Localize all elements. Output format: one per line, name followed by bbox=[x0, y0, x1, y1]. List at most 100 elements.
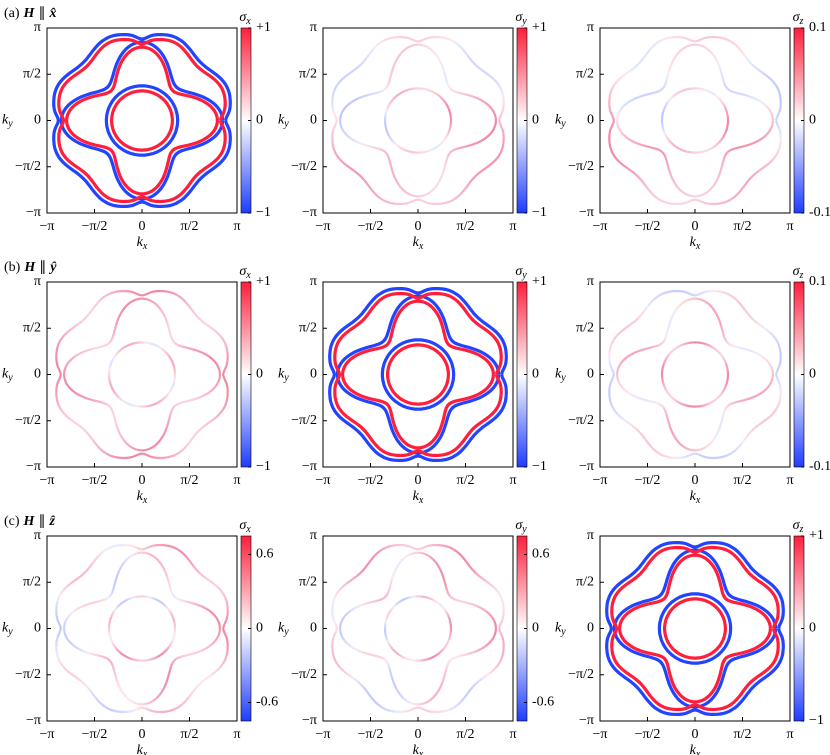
fermi-contour-segment bbox=[676, 50, 681, 56]
fermi-contour-segment bbox=[164, 649, 168, 652]
fermi-contour-segment bbox=[665, 158, 669, 163]
fermi-contour-segment bbox=[404, 709, 410, 713]
fermi-contour-segment bbox=[657, 148, 662, 152]
fermi-contour-segment bbox=[636, 314, 642, 320]
fermi-contour bbox=[52, 33, 232, 208]
fermi-contour-segment bbox=[392, 649, 396, 652]
y-axis-label-symbol: k bbox=[2, 367, 9, 382]
fermi-contour-segment bbox=[647, 300, 653, 306]
fermi-contour-segment bbox=[725, 86, 729, 90]
fermi-contour-segment bbox=[190, 436, 195, 441]
fermi-contour-segment bbox=[429, 89, 432, 93]
fermi-contour-segment bbox=[111, 357, 115, 361]
fermi-contour-segment bbox=[626, 69, 632, 74]
fermi-contour-segment bbox=[89, 690, 94, 695]
fermi-contour-segment bbox=[390, 138, 394, 142]
fermi-contour-segment bbox=[608, 382, 612, 388]
fermi-contour-segment bbox=[224, 597, 228, 603]
fermi-contour-segment bbox=[119, 397, 122, 401]
x-tick-label: π/2 bbox=[181, 219, 199, 234]
fermi-contour-segment bbox=[429, 555, 434, 561]
fermi-contour-segment bbox=[342, 669, 348, 675]
fermi-contour-segment bbox=[362, 57, 368, 63]
fermi-contour-segment bbox=[615, 158, 621, 164]
fermi-contour-segment bbox=[331, 636, 335, 642]
fermi-contour-segment bbox=[97, 551, 103, 557]
fermi-contour-segment bbox=[154, 402, 158, 405]
fermi-contour-segment bbox=[385, 36, 391, 41]
fermi-contour-segment bbox=[698, 37, 705, 42]
fermi-contour-segment bbox=[445, 589, 449, 594]
fermi-contour-segment bbox=[681, 455, 687, 459]
fermi-contour-segment bbox=[436, 601, 440, 605]
fermi-contour-segment bbox=[162, 397, 165, 401]
fermi-contour-segment bbox=[712, 308, 717, 314]
fermi-contour-segment bbox=[402, 148, 406, 151]
fermi-contour-segment bbox=[162, 602, 165, 606]
fermi-contour-segment bbox=[774, 115, 779, 121]
fermi-contour-segment bbox=[208, 610, 214, 615]
x-axis-label: kx bbox=[413, 235, 424, 252]
x-tick-label: 0 bbox=[415, 727, 422, 742]
fermi-contour-segment bbox=[387, 589, 391, 594]
fermi-contour-segment bbox=[98, 599, 103, 603]
fermi-contour-segment bbox=[366, 93, 372, 97]
fermi-contour-segment bbox=[445, 642, 449, 646]
fermi-contour-segment bbox=[421, 701, 427, 706]
fermi-contour-segment bbox=[491, 635, 496, 641]
fermi-contour-segment bbox=[616, 366, 620, 371]
fermi-contour-segment bbox=[222, 405, 227, 411]
fermi-contour bbox=[386, 343, 450, 406]
fermi-contour-segment bbox=[737, 300, 743, 306]
fermi-contour-segment bbox=[86, 397, 92, 401]
fermi-contour-segment bbox=[111, 642, 115, 646]
fermi-contour-segment bbox=[382, 595, 387, 600]
fermi-contour-segment bbox=[623, 388, 629, 393]
fermi-contour-segment bbox=[488, 613, 493, 618]
fermi-contour-segment bbox=[55, 615, 59, 621]
fermi-contour-segment bbox=[163, 427, 168, 433]
fermi-contour-segment bbox=[723, 84, 727, 88]
fermi-contour-segment bbox=[761, 102, 767, 107]
fermi-contour-segment bbox=[340, 635, 345, 641]
fermi-contour-segment bbox=[743, 308, 748, 313]
fermi-contour-segment bbox=[170, 359, 174, 362]
fermi-contour-segment bbox=[722, 134, 726, 138]
fermi-contour-segment bbox=[156, 304, 161, 310]
fermi-contour-segment bbox=[101, 703, 107, 709]
fermi-contour-segment bbox=[611, 120, 616, 126]
fermi-contour-segment bbox=[161, 685, 166, 691]
fermi-contour-segment bbox=[404, 36, 410, 40]
x-tick-label: 0 bbox=[692, 727, 699, 742]
fermi-contour-segment bbox=[468, 651, 474, 655]
fermi-contour-segment bbox=[126, 555, 131, 561]
fermi-contour-segment bbox=[169, 409, 173, 414]
colorbar-label-sub: y bbox=[521, 524, 527, 535]
fermi-contour-segment bbox=[397, 92, 401, 96]
y-axis-label-sub: y bbox=[7, 119, 13, 130]
fermi-contour-segment bbox=[671, 58, 676, 64]
fermi-contour-segment bbox=[173, 452, 179, 457]
colorbar-tick-label: 0.6 bbox=[256, 547, 274, 562]
fermi-contour-segment bbox=[620, 131, 625, 136]
fermi-contour-segment bbox=[408, 37, 415, 42]
fermi-contour-segment bbox=[647, 92, 653, 96]
fermi-contour-segment bbox=[677, 344, 681, 348]
fermi-contour-segment bbox=[704, 403, 708, 407]
fermi-contour-segment bbox=[219, 335, 224, 341]
x-axis-label-symbol: k bbox=[137, 489, 144, 504]
fermi-contour-segment bbox=[115, 320, 119, 326]
fermi-contour-segment bbox=[101, 598, 106, 602]
colorbar-label: σz bbox=[793, 518, 804, 535]
fermi-contour-segment bbox=[362, 565, 368, 571]
fermi-contour-segment bbox=[346, 164, 352, 170]
x-axis-label: kx bbox=[413, 489, 424, 506]
y-tick-label: π/2 bbox=[23, 66, 41, 81]
fermi-contour-segment bbox=[721, 158, 725, 163]
fermi-contour-segment bbox=[385, 130, 389, 133]
fermi-contour-segment bbox=[402, 90, 406, 93]
fermi-surface-plot bbox=[605, 541, 785, 716]
fermi-contour-segment bbox=[177, 548, 183, 554]
fermi-contour-segment bbox=[449, 657, 454, 662]
fermi-contour-segment bbox=[672, 397, 675, 401]
